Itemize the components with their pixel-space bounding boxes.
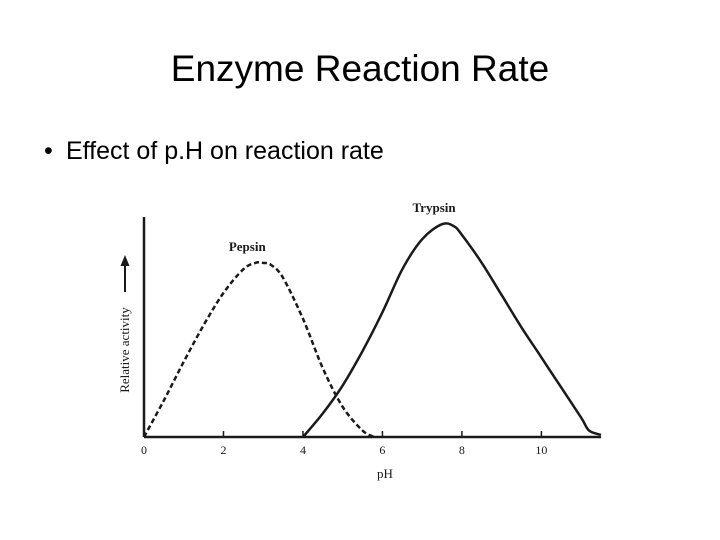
x-ticks: 0 2 4 6 8 10 — [141, 431, 547, 457]
series-label-pepsin: Pepsin — [229, 239, 267, 254]
x-tick-label: 10 — [535, 443, 547, 457]
bullet-item: • Effect of p.H on reaction rate — [44, 134, 384, 168]
x-tick-label: 0 — [141, 443, 147, 457]
bullet-marker: • — [44, 137, 53, 165]
x-axis-label: pH — [377, 466, 393, 481]
y-axis-label-group: Relative activity — [117, 307, 132, 393]
series-line-trypsin — [302, 222, 602, 438]
chart-axes — [142, 217, 601, 439]
series-line-pepsin — [142, 261, 376, 439]
series-layer — [142, 222, 602, 439]
series-labels: Pepsin Trypsin — [229, 200, 457, 254]
y-axis-label: Relative activity — [117, 307, 132, 393]
x-tick-label: 4 — [300, 443, 306, 457]
page-title: Enzyme Reaction Rate — [170, 48, 550, 89]
bullet-text: Effect of p.H on reaction rate — [66, 137, 384, 165]
y-axis-arrow-icon — [120, 255, 130, 292]
x-tick-label: 6 — [379, 443, 385, 457]
x-tick-label: 8 — [459, 443, 465, 457]
x-tick-label: 2 — [220, 443, 226, 457]
series-label-trypsin: Trypsin — [412, 200, 456, 215]
